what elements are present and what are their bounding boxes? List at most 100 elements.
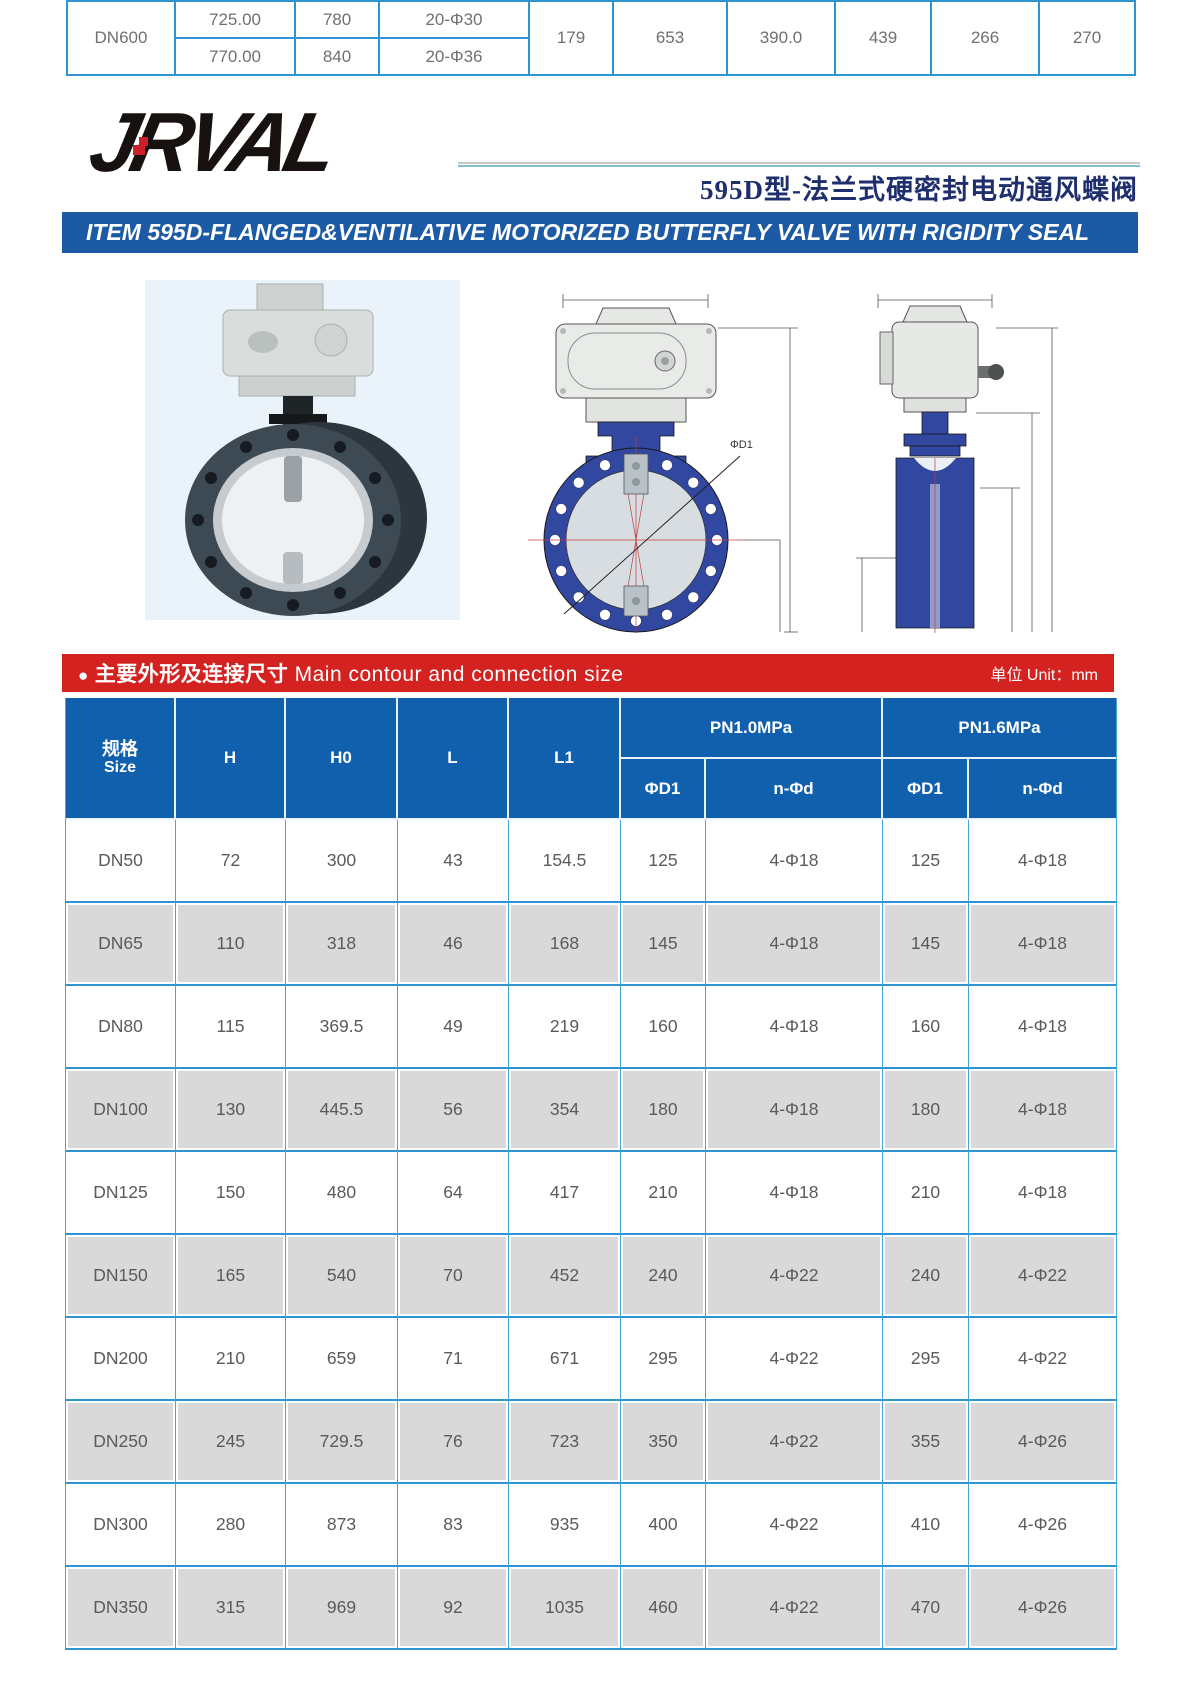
cell-h: 315 xyxy=(176,1567,286,1648)
cell-pn10_nd: 4-Φ22 xyxy=(706,1235,884,1318)
cell-l1: 1035 xyxy=(509,1567,621,1648)
cell-h-a: 725.00 xyxy=(174,0,296,39)
table-row: DN200 210 659 71 671 295 4-Φ22 295 4-Φ22 xyxy=(66,1318,1117,1401)
dimension-lines xyxy=(856,294,1058,632)
table-row: 770.00 840 20-Φ36 xyxy=(67,37,1135,76)
cell-pn10_d1: 295 xyxy=(621,1318,706,1401)
valve-side-drawing xyxy=(856,294,1058,633)
cell-h0: 318 xyxy=(286,903,398,986)
cell-h0-a: 780 xyxy=(294,0,380,39)
cell-bolt-b: 20-Φ36 xyxy=(378,37,530,76)
cell-pn10_nd: 4-Φ22 xyxy=(706,1401,884,1484)
col-header-pn16-d1: ΦD1 xyxy=(883,759,970,820)
cell-l1: 354 xyxy=(509,1069,621,1152)
section-heading-en: Main contour and connection size xyxy=(294,663,624,686)
cell-l: 92 xyxy=(398,1567,509,1648)
size-table: 规格 Size H H0 L L1 PN1.0MPa PN1.6MPa ΦD1 … xyxy=(65,698,1117,1650)
cell-l1: 452 xyxy=(509,1235,621,1318)
cell-merged-1: 179 xyxy=(528,0,614,76)
cell-pn10_d1: 460 xyxy=(621,1567,706,1648)
section-heading-cn: 主要外形及连接尺寸 xyxy=(94,663,289,686)
front-dim-label: ΦD1 xyxy=(730,439,753,451)
cell-l: 83 xyxy=(398,1484,509,1567)
product-title-cn: 595D型-法兰式硬密封电动通风蝶阀 xyxy=(700,175,1138,205)
cell-merged-6: 270 xyxy=(1038,0,1136,76)
cell-pn16_d1: 295 xyxy=(883,1318,970,1401)
cell-l1: 723 xyxy=(509,1401,621,1484)
col-header-l1: L1 xyxy=(509,698,621,820)
cell-pn10_nd: 4-Φ18 xyxy=(706,820,884,903)
cell-pn16_d1: 355 xyxy=(883,1401,970,1484)
cell-pn16_nd: 4-Φ18 xyxy=(969,820,1117,903)
cell-merged-2: 653 xyxy=(612,0,728,76)
section-heading: ● 主要外形及连接尺寸 Main contour and connection s… xyxy=(78,658,623,688)
col-header-pn10-nd: n-Φd xyxy=(706,759,884,820)
cell-h0: 480 xyxy=(286,1152,398,1235)
cell-pn16_d1: 160 xyxy=(883,986,970,1069)
col-header-pn16-nd: n-Φd xyxy=(969,759,1117,820)
cell-size: DN100 xyxy=(66,1069,176,1152)
cell-size: DN125 xyxy=(66,1152,176,1235)
cell-h: 72 xyxy=(176,820,286,903)
cell-pn10_d1: 125 xyxy=(621,820,706,903)
table-row: DN300 280 873 83 935 400 4-Φ22 410 4-Φ26 xyxy=(66,1484,1117,1567)
cell-l: 71 xyxy=(398,1318,509,1401)
col-header-h: H xyxy=(176,698,286,820)
bullet-icon: ● xyxy=(78,666,89,685)
cell-pn16_nd: 4-Φ18 xyxy=(969,903,1117,986)
cell-l1: 219 xyxy=(509,986,621,1069)
cell-h: 150 xyxy=(176,1152,286,1235)
cell-l1: 168 xyxy=(509,903,621,986)
dimension-lines xyxy=(562,294,798,633)
header-rule-gray xyxy=(458,162,1140,164)
cell-pn10_d1: 145 xyxy=(621,903,706,986)
cell-h0: 445.5 xyxy=(286,1069,398,1152)
header-rule-teal xyxy=(458,165,1140,167)
cell-pn16_nd: 4-Φ22 xyxy=(969,1235,1117,1318)
cell-l1: 417 xyxy=(509,1152,621,1235)
unit-label: 单位 Unit：mm xyxy=(990,667,1098,684)
col-header-pn10: PN1.0MPa xyxy=(621,698,884,759)
table-row: DN125 150 480 64 417 210 4-Φ18 210 4-Φ18 xyxy=(66,1152,1117,1235)
table-row: DN50 72 300 43 154.5 125 4-Φ18 125 4-Φ18 xyxy=(66,820,1117,903)
cell-h: 130 xyxy=(176,1069,286,1152)
cell-pn10_nd: 4-Φ18 xyxy=(706,986,884,1069)
cell-pn16_nd: 4-Φ18 xyxy=(969,1069,1117,1152)
cell-pn10_nd: 4-Φ22 xyxy=(706,1318,884,1401)
col-header-size: 规格 Size xyxy=(66,698,176,820)
cell-h0: 540 xyxy=(286,1235,398,1318)
cell-l: 56 xyxy=(398,1069,509,1152)
cell-l: 43 xyxy=(398,820,509,903)
cell-pn16_d1: 240 xyxy=(883,1235,970,1318)
size-table-rows: DN50 72 300 43 154.5 125 4-Φ18 125 4-Φ18 DN65 110 3… xyxy=(66,820,1117,1648)
cell-h: 280 xyxy=(176,1484,286,1567)
table-row: DN65 110 318 46 168 145 4-Φ18 145 4-Φ18 xyxy=(66,903,1117,986)
cell-pn16_d1: 410 xyxy=(883,1484,970,1567)
cell-h0: 300 xyxy=(286,820,398,903)
bolt-holes xyxy=(192,429,394,611)
cell-h: 210 xyxy=(176,1318,286,1401)
cell-h0: 369.5 xyxy=(286,986,398,1069)
cell-size: DN350 xyxy=(66,1567,176,1648)
col-header-l: L xyxy=(398,698,509,820)
col-header-h0: H0 xyxy=(286,698,398,820)
table-row: DN350 315 969 92 1035 460 4-Φ22 470 4-Φ26 xyxy=(66,1567,1117,1648)
cell-merged-4: 439 xyxy=(834,0,932,76)
cell-pn10_d1: 350 xyxy=(621,1401,706,1484)
logo-red-mark-icon xyxy=(133,145,145,155)
table-row: DN100 130 445.5 56 354 180 4-Φ18 180 4-Φ18 xyxy=(66,1069,1117,1152)
cell-pn16_d1: 125 xyxy=(883,820,970,903)
cell-size: DN80 xyxy=(66,986,176,1069)
item-title-banner: ITEM 595D-FLANGED&VENTILATIVE MOTORIZED … xyxy=(62,212,1138,253)
cell-size: DN600 xyxy=(66,0,176,76)
table-row: DN600 725.00 780 20-Φ30 179 653 390.0 43… xyxy=(66,0,1136,76)
cell-h0-b: 840 xyxy=(294,37,380,76)
cell-h0: 969 xyxy=(286,1567,398,1648)
cell-pn16_d1: 210 xyxy=(883,1152,970,1235)
cell-pn10_d1: 180 xyxy=(621,1069,706,1152)
cell-l: 46 xyxy=(398,903,509,986)
table-row: DN80 115 369.5 49 219 160 4-Φ18 160 4-Φ18 xyxy=(66,986,1117,1069)
cell-h0: 729.5 xyxy=(286,1401,398,1484)
valve-front-drawing: ΦD1 xyxy=(528,294,798,633)
